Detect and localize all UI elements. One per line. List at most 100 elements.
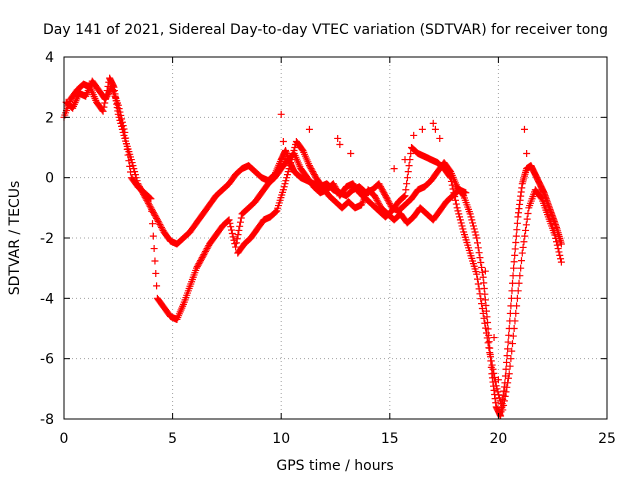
data-point xyxy=(476,254,484,262)
data-point xyxy=(405,162,413,170)
data-point xyxy=(277,110,285,118)
data-point xyxy=(490,334,498,342)
data-point xyxy=(119,122,127,130)
data-point xyxy=(298,145,306,153)
data-point xyxy=(192,264,200,272)
data-point xyxy=(200,251,208,259)
data-point xyxy=(377,183,385,191)
data-point xyxy=(459,225,467,233)
data-point xyxy=(377,184,385,192)
data-point xyxy=(500,401,508,409)
data-point xyxy=(557,255,565,263)
data-point xyxy=(449,185,457,193)
data-point xyxy=(504,345,512,353)
data-point xyxy=(371,193,379,201)
data-point xyxy=(517,264,525,272)
data-point xyxy=(288,153,296,161)
data-point xyxy=(114,101,122,109)
data-point xyxy=(448,181,456,189)
data-point xyxy=(372,195,380,203)
data-point xyxy=(484,339,492,347)
data-point xyxy=(202,246,210,254)
data-point xyxy=(384,196,392,204)
data-point xyxy=(104,91,112,99)
data-point xyxy=(381,190,389,198)
data-point xyxy=(122,134,130,142)
data-point xyxy=(504,338,512,346)
data-point xyxy=(517,257,525,265)
data-point xyxy=(513,302,521,310)
data-point xyxy=(487,353,495,361)
data-point xyxy=(152,269,160,277)
data-point xyxy=(195,260,203,268)
y-tick-label: -2 xyxy=(40,231,54,247)
data-point xyxy=(150,245,158,253)
data-point xyxy=(280,183,288,191)
data-point xyxy=(502,388,510,396)
data-point xyxy=(487,357,495,365)
data-point xyxy=(478,263,486,271)
data-point xyxy=(124,151,132,159)
data-point xyxy=(510,264,518,272)
data-point xyxy=(447,177,455,185)
data-point xyxy=(115,105,123,113)
data-point xyxy=(285,165,293,173)
data-point xyxy=(229,233,237,241)
data-point xyxy=(505,331,513,339)
data-point xyxy=(447,174,455,182)
data-point xyxy=(469,222,477,230)
data-point xyxy=(144,199,152,207)
data-point xyxy=(199,252,207,260)
data-point xyxy=(456,216,464,224)
data-point xyxy=(552,234,560,242)
data-point xyxy=(201,248,209,256)
data-point xyxy=(521,232,529,240)
data-point xyxy=(429,119,437,127)
y-tick-label: -8 xyxy=(40,412,54,428)
data-point xyxy=(382,193,390,201)
data-point xyxy=(509,332,517,340)
data-point xyxy=(401,192,409,200)
data-point xyxy=(227,223,235,231)
data-point xyxy=(486,349,494,357)
data-point xyxy=(477,295,485,303)
data-point xyxy=(147,195,155,203)
data-point xyxy=(290,147,298,155)
data-point xyxy=(513,219,521,227)
data-point xyxy=(236,222,244,230)
data-point xyxy=(145,201,153,209)
data-point xyxy=(98,106,106,114)
data-point xyxy=(537,194,545,202)
data-point xyxy=(228,229,236,237)
data-point xyxy=(557,258,565,266)
data-point xyxy=(475,249,483,257)
data-point xyxy=(473,239,481,247)
data-point xyxy=(501,392,509,400)
data-point xyxy=(118,118,126,126)
data-point xyxy=(473,234,481,242)
data-point xyxy=(511,251,519,259)
data-point xyxy=(99,107,107,115)
data-point xyxy=(305,162,313,170)
data-point xyxy=(153,214,161,222)
data-point xyxy=(510,325,518,332)
data-point xyxy=(386,199,394,207)
tick-labels: 0 5 10 15 20 25 -8 -6 -4 -2 0 2 4 xyxy=(40,50,616,447)
data-point xyxy=(557,240,565,248)
x-axis-title: GPS time / hours xyxy=(276,458,393,474)
data-point xyxy=(506,362,514,370)
data-point xyxy=(512,232,520,240)
data-point xyxy=(452,196,460,204)
x-tick-label: 15 xyxy=(381,431,399,447)
data-point xyxy=(284,168,292,176)
data-point xyxy=(279,186,287,194)
data-point xyxy=(492,382,500,390)
data-point xyxy=(431,125,439,133)
data-point xyxy=(385,198,393,206)
data-point xyxy=(379,187,387,195)
data-point xyxy=(455,210,463,218)
data-point xyxy=(127,168,135,176)
data-point xyxy=(485,344,493,352)
data-point xyxy=(403,174,411,182)
data-point xyxy=(121,128,129,136)
